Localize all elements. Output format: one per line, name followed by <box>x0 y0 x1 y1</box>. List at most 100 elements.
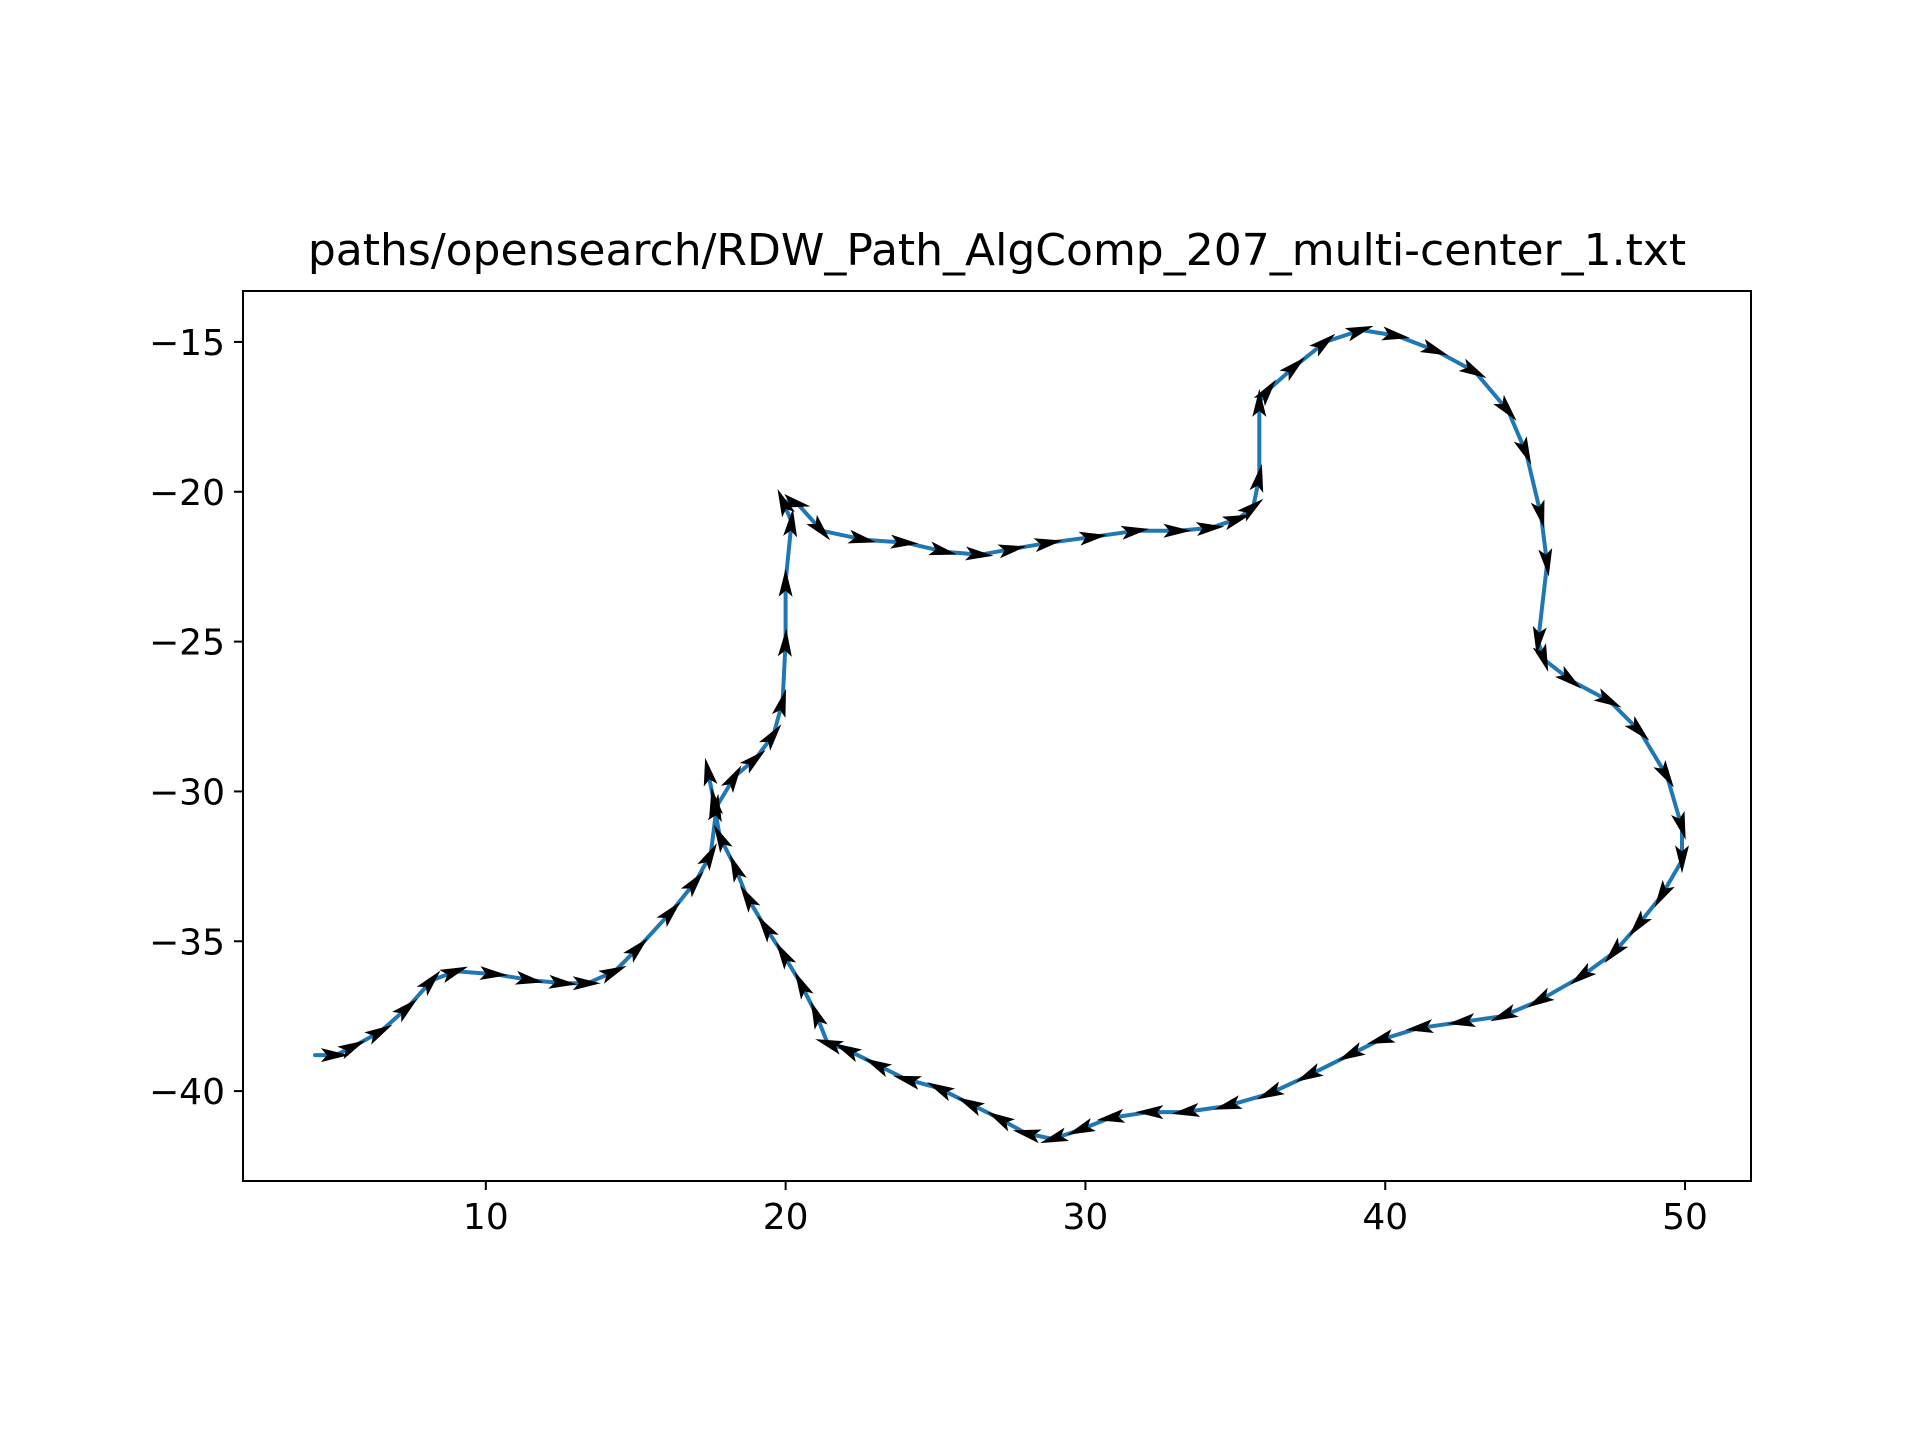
direction-arrow <box>392 998 418 1023</box>
direction-arrow <box>1458 358 1487 379</box>
direction-arrow <box>815 1039 845 1055</box>
chart-title: paths/opensearch/RDW_Path_AlgComp_207_mu… <box>308 225 1686 276</box>
direction-arrow <box>680 871 704 898</box>
direction-arrow <box>1654 879 1675 908</box>
direction-arrow <box>598 965 627 984</box>
direction-arrow <box>1532 625 1547 655</box>
direction-arrow <box>739 750 766 774</box>
direction-arrow <box>997 544 1027 559</box>
direction-arrow <box>956 1097 986 1117</box>
direction-arrow <box>987 1111 1016 1132</box>
direction-arrow <box>1221 514 1251 531</box>
direction-arrow <box>781 493 811 508</box>
direction-arrow <box>1569 962 1597 985</box>
direction-arrow <box>1012 1129 1042 1144</box>
x-tick-label: 20 <box>763 1197 809 1238</box>
y-tick-label: −35 <box>149 922 225 963</box>
direction-arrow <box>1671 811 1686 840</box>
direction-arrow <box>337 1040 366 1060</box>
direction-arrow <box>1593 688 1622 708</box>
direction-arrow <box>320 1048 349 1063</box>
direction-arrow <box>1538 547 1553 577</box>
direction-arrow <box>1628 910 1652 937</box>
direction-arrow <box>1252 388 1267 417</box>
direction-arrow <box>1309 333 1336 357</box>
direction-arrow <box>1195 522 1225 537</box>
direction-arrow <box>439 966 469 984</box>
x-tick-label: 50 <box>1662 1197 1708 1238</box>
direction-arrow <box>1366 1029 1396 1045</box>
direction-arrow <box>928 541 958 556</box>
y-tick-label: −40 <box>149 1072 225 1113</box>
plot-area <box>243 291 1751 1181</box>
direction-arrow <box>1067 1118 1096 1135</box>
direction-arrow <box>757 915 779 943</box>
direction-arrow <box>1163 523 1192 538</box>
direction-arrow <box>775 942 797 970</box>
x-tick-label: 30 <box>1063 1197 1109 1238</box>
direction-arrow <box>964 546 994 561</box>
direction-arrow <box>1530 499 1545 529</box>
direction-arrow <box>548 974 577 989</box>
direction-arrow <box>1279 357 1306 382</box>
y-tick-label: −25 <box>149 623 225 664</box>
direction-arrow <box>1033 538 1063 553</box>
direction-arrow <box>623 938 648 963</box>
direction-arrow <box>1295 1063 1324 1082</box>
y-tick-label: −20 <box>149 473 225 514</box>
direction-arrow <box>1096 1108 1126 1123</box>
x-tick-label: 40 <box>1362 1197 1408 1238</box>
direction-arrow <box>572 976 601 991</box>
y-axis: −15 −20 −25 −30 −35 −40 <box>149 323 243 1113</box>
direction-arrow <box>794 971 814 1000</box>
direction-arrow <box>709 787 724 817</box>
direction-arrow <box>1171 1103 1201 1117</box>
direction-arrow <box>1554 665 1582 689</box>
direction-arrow <box>1604 937 1629 964</box>
direction-arrow <box>1381 326 1411 341</box>
direction-arrow <box>1447 1013 1477 1028</box>
direction-arrow <box>778 568 793 597</box>
direction-arrow <box>740 885 761 913</box>
direction-arrow <box>771 688 787 718</box>
direction-arrow <box>416 970 441 997</box>
direction-arrow <box>806 514 831 541</box>
direction-arrow <box>893 1075 922 1090</box>
direction-arrow <box>656 901 681 928</box>
direction-arrow <box>697 843 718 871</box>
direction-arrow <box>783 508 798 538</box>
direction-arrow <box>777 628 792 657</box>
direction-arrow <box>1253 379 1277 407</box>
direction-arrow <box>863 1058 893 1078</box>
direction-arrow <box>1135 1105 1164 1120</box>
direction-arrow <box>1532 643 1549 672</box>
direction-arrow <box>1419 338 1449 356</box>
direction-arrow <box>1493 394 1517 421</box>
y-tick-label: −30 <box>149 772 225 813</box>
direction-arrow <box>1256 1081 1285 1100</box>
direction-arrow <box>1337 1042 1366 1061</box>
direction-arrow <box>1675 845 1689 874</box>
direction-arrow <box>810 1001 828 1030</box>
direction-arrow <box>1213 1095 1243 1110</box>
direction-arrow <box>833 1043 863 1063</box>
direction-arrow <box>1237 498 1264 522</box>
direction-arrow <box>703 757 718 787</box>
direction-arrow <box>729 854 747 883</box>
direction-arrow <box>514 970 544 985</box>
direction-arrow <box>1490 1003 1519 1022</box>
direction-arrow <box>713 824 733 853</box>
x-axis: 10 20 30 40 50 <box>463 1181 1708 1238</box>
direction-arrow <box>479 966 508 981</box>
plot-frame <box>242 290 1752 1182</box>
direction-arrow <box>1078 531 1108 546</box>
direction-arrow <box>1120 525 1150 540</box>
direction-arrow <box>758 724 782 751</box>
arrow-layer <box>320 325 1689 1144</box>
direction-arrow <box>1344 325 1374 342</box>
direction-arrow <box>1040 1127 1069 1144</box>
direction-arrow <box>926 1082 956 1102</box>
direction-arrow <box>720 765 742 793</box>
direction-arrow <box>1249 464 1264 493</box>
